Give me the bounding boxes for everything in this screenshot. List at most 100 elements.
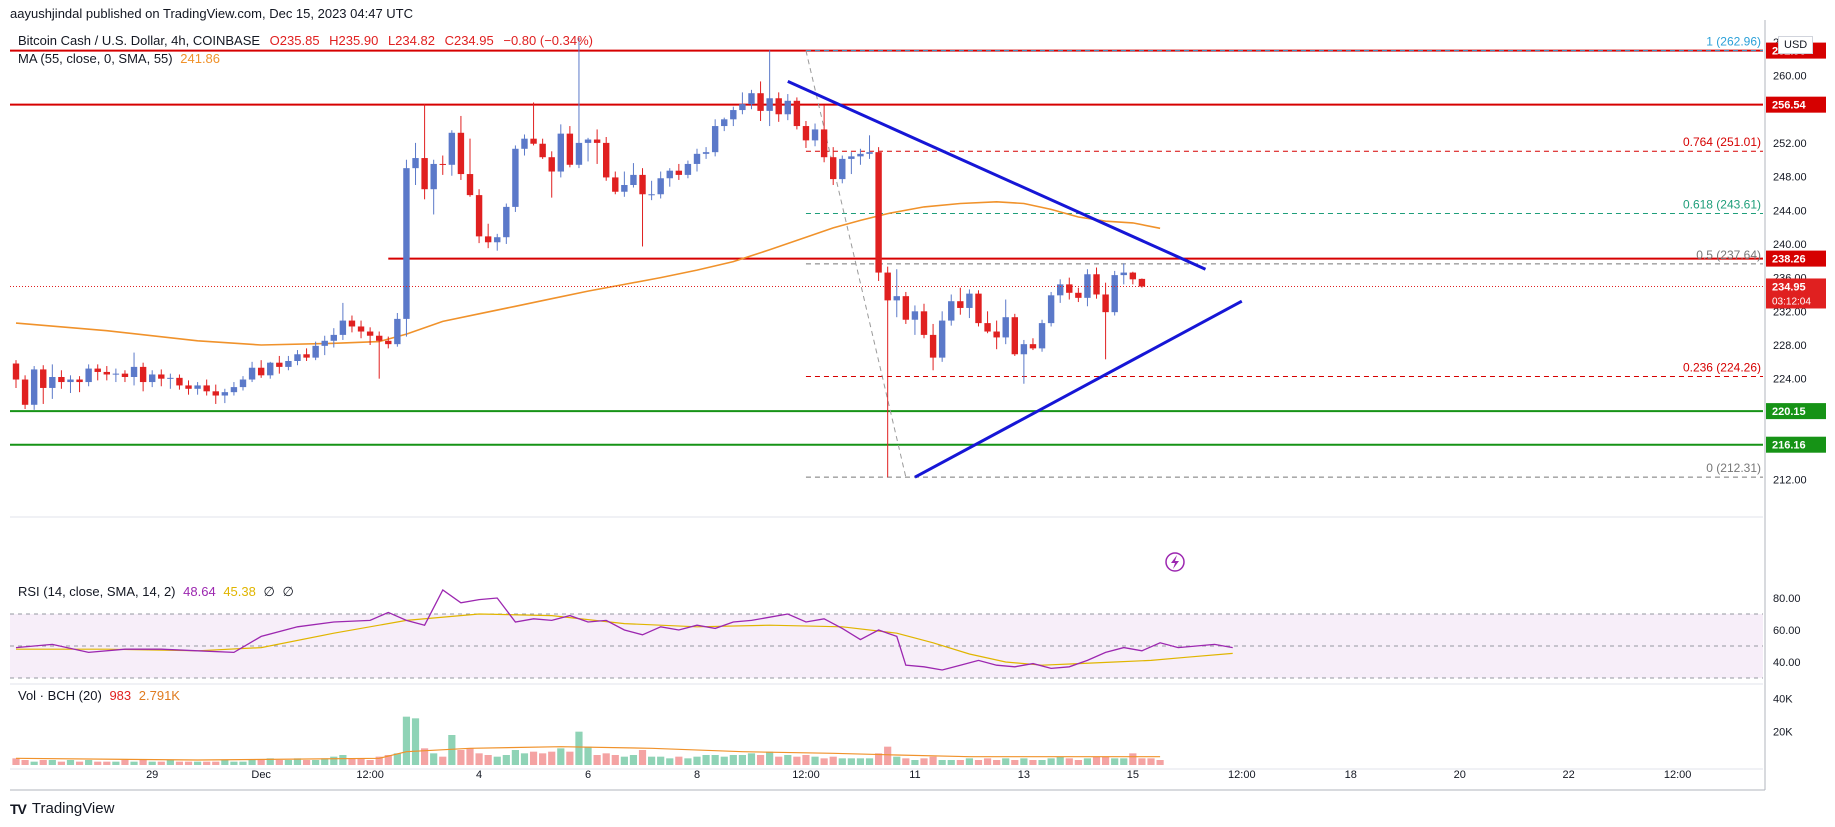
x-tick-label: 13 [1018, 769, 1030, 781]
volume-bar [85, 760, 93, 765]
rsi-legend[interactable]: RSI (14, close, SMA, 14, 2) 48.64 45.38 … [18, 584, 294, 600]
candle-body [1075, 292, 1082, 298]
candle-body [439, 163, 446, 165]
lightning-icon-bolt [1171, 555, 1179, 569]
y-tick-label: 260.00 [1773, 71, 1807, 83]
candle [421, 104, 428, 200]
candle-body [139, 366, 147, 383]
volume-bar [629, 755, 638, 765]
volume-bar [230, 761, 238, 765]
volume-bar [248, 760, 256, 765]
x-tick-label: 11 [909, 769, 920, 781]
candle [276, 355, 283, 374]
candle-body [94, 368, 101, 372]
candle [711, 119, 719, 157]
volume-bar [1029, 760, 1037, 765]
volume-bar [856, 758, 865, 765]
candle [1020, 339, 1028, 384]
candle [539, 138, 546, 159]
y-tick-label: 240.00 [1773, 239, 1807, 251]
volume-bar [611, 755, 619, 765]
ma-legend[interactable]: MA (55, close, 0, SMA, 55) 241.86 [18, 51, 220, 66]
fib-level-label: 0.236 (224.26) [1683, 360, 1761, 374]
tradingview-brand[interactable]: TV TradingView [10, 800, 114, 817]
candle [494, 233, 501, 251]
ohlc-close: C234.95 [444, 33, 494, 48]
candle [639, 168, 646, 247]
volume-label: Vol · BCH (20) [18, 688, 102, 703]
candle [993, 320, 1000, 350]
volume-bar [938, 760, 946, 765]
candle-body [430, 163, 437, 190]
candle-body [811, 129, 819, 141]
candle-body [884, 272, 891, 301]
volume-bar [548, 751, 556, 765]
candle [839, 155, 846, 184]
candle-body [267, 362, 274, 376]
candle-body [403, 168, 410, 319]
candle [675, 163, 683, 180]
x-tick-label: 12:00 [1228, 769, 1256, 781]
volume-legend[interactable]: Vol · BCH (20) 983 2.791K [18, 688, 180, 703]
candle [1075, 287, 1082, 303]
candle [121, 370, 129, 383]
volume-bar [457, 750, 465, 765]
candle [40, 365, 47, 404]
volume-bar [1056, 756, 1064, 765]
candle-body [757, 93, 764, 111]
candle-body [666, 170, 673, 179]
candle [94, 364, 101, 381]
volume-bar [693, 756, 701, 765]
volume-bar [157, 761, 165, 765]
candle-body [76, 379, 83, 383]
candle-body [521, 138, 528, 149]
candle [557, 124, 564, 178]
volume-bar [48, 760, 56, 765]
volume-bar [620, 756, 628, 765]
volume-bar [983, 758, 992, 765]
candle [938, 311, 946, 362]
volume-bar [747, 753, 756, 765]
level-price-tag [1766, 250, 1826, 267]
candle-body [848, 156, 855, 159]
candle-body [1066, 284, 1073, 293]
publisher-line: aayushjindal published on TradingView.co… [10, 6, 414, 21]
candle [757, 81, 764, 121]
fib-level-label: 0.764 (251.01) [1683, 135, 1761, 149]
candle-body [575, 142, 583, 165]
volume-bar [1147, 758, 1155, 765]
candle-body [612, 177, 619, 192]
candle [176, 374, 183, 390]
candle [394, 313, 401, 347]
volume-bar [339, 755, 347, 765]
candle [457, 115, 465, 180]
currency-button[interactable]: USD [1778, 36, 1814, 54]
volume-bar [466, 748, 474, 765]
candle [521, 134, 528, 156]
candle-body [376, 335, 383, 341]
candle [802, 121, 810, 148]
candle [566, 126, 574, 168]
x-tick-label: 20 [1454, 769, 1466, 781]
candle [58, 370, 65, 389]
volume-bar [820, 758, 828, 765]
candle-body [212, 391, 219, 396]
rsi-label: RSI (14, close, SMA, 14, 2) [18, 584, 176, 599]
candle [857, 148, 864, 165]
volume-bar [511, 750, 519, 765]
rsi-band [10, 614, 1763, 678]
volume-bar [829, 756, 837, 765]
volume-value: 983 [109, 688, 132, 703]
candle [848, 152, 855, 175]
volume-bar [965, 758, 973, 765]
candle-body [149, 374, 156, 383]
candle-body [21, 379, 29, 405]
candle-body [984, 323, 991, 332]
volume-bar [321, 758, 329, 765]
candle [657, 171, 664, 199]
fib-level-label: 0.5 (237.64) [1696, 248, 1761, 262]
ohlc-change: −0.80 (−0.34%) [503, 33, 593, 48]
lightning-icon [1165, 552, 1185, 572]
candle [1120, 263, 1127, 285]
